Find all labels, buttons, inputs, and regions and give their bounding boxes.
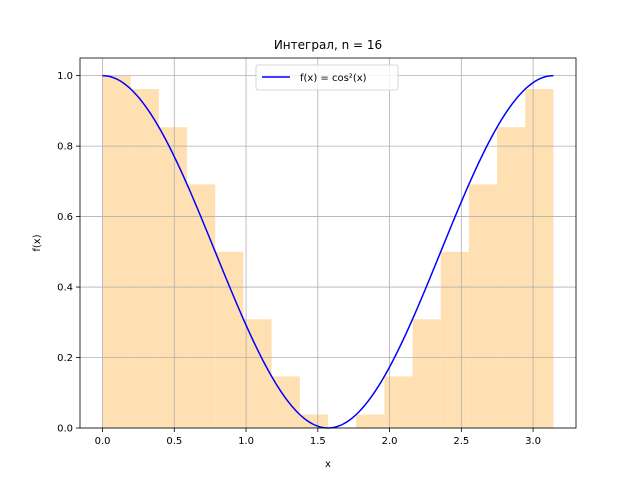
x-tick-label: 2.0 bbox=[382, 436, 398, 447]
bar bbox=[130, 89, 159, 428]
bar bbox=[412, 319, 441, 428]
y-tick-label: 0.6 bbox=[57, 212, 73, 223]
x-tick-label: 1.0 bbox=[238, 436, 254, 447]
y-axis-label: f(x) bbox=[32, 234, 43, 251]
bar bbox=[215, 251, 244, 428]
x-axis: 0.0 0.5 1.0 1.5 2.0 2.5 3.0 bbox=[95, 428, 541, 447]
x-axis-label: x bbox=[325, 459, 331, 470]
bar bbox=[187, 184, 216, 428]
bar bbox=[497, 127, 526, 429]
bar bbox=[102, 75, 131, 428]
bar bbox=[468, 184, 498, 428]
y-tick-label: 1.0 bbox=[57, 71, 73, 82]
y-tick-label: 0.8 bbox=[57, 142, 73, 153]
bar bbox=[243, 319, 272, 428]
x-tick-label: 3.0 bbox=[525, 436, 541, 447]
x-tick-label: 1.5 bbox=[310, 436, 326, 447]
y-axis: 0.0 0.2 0.4 0.6 0.8 1.0 bbox=[57, 71, 80, 435]
chart-title: Интеграл, n = 16 bbox=[274, 38, 382, 52]
y-tick-label: 0.0 bbox=[57, 424, 73, 435]
bars-layer bbox=[102, 75, 554, 429]
bar bbox=[440, 251, 469, 428]
x-tick-label: 2.5 bbox=[453, 436, 469, 447]
y-tick-label: 0.4 bbox=[57, 283, 73, 294]
x-tick-label: 0.5 bbox=[166, 436, 182, 447]
x-tick-label: 0.0 bbox=[95, 436, 111, 447]
legend-box bbox=[255, 64, 399, 91]
bar bbox=[384, 376, 413, 428]
bar bbox=[356, 414, 385, 428]
grid-layer bbox=[80, 58, 576, 429]
legend-entry-label: f(x) = cos²(x) bbox=[300, 73, 367, 84]
plot-frame bbox=[79, 57, 577, 429]
legend: f(x) = cos²(x) bbox=[255, 64, 399, 91]
bar bbox=[299, 414, 328, 428]
bar bbox=[525, 89, 554, 428]
y-tick-label: 0.2 bbox=[57, 353, 73, 364]
bar bbox=[158, 127, 188, 429]
